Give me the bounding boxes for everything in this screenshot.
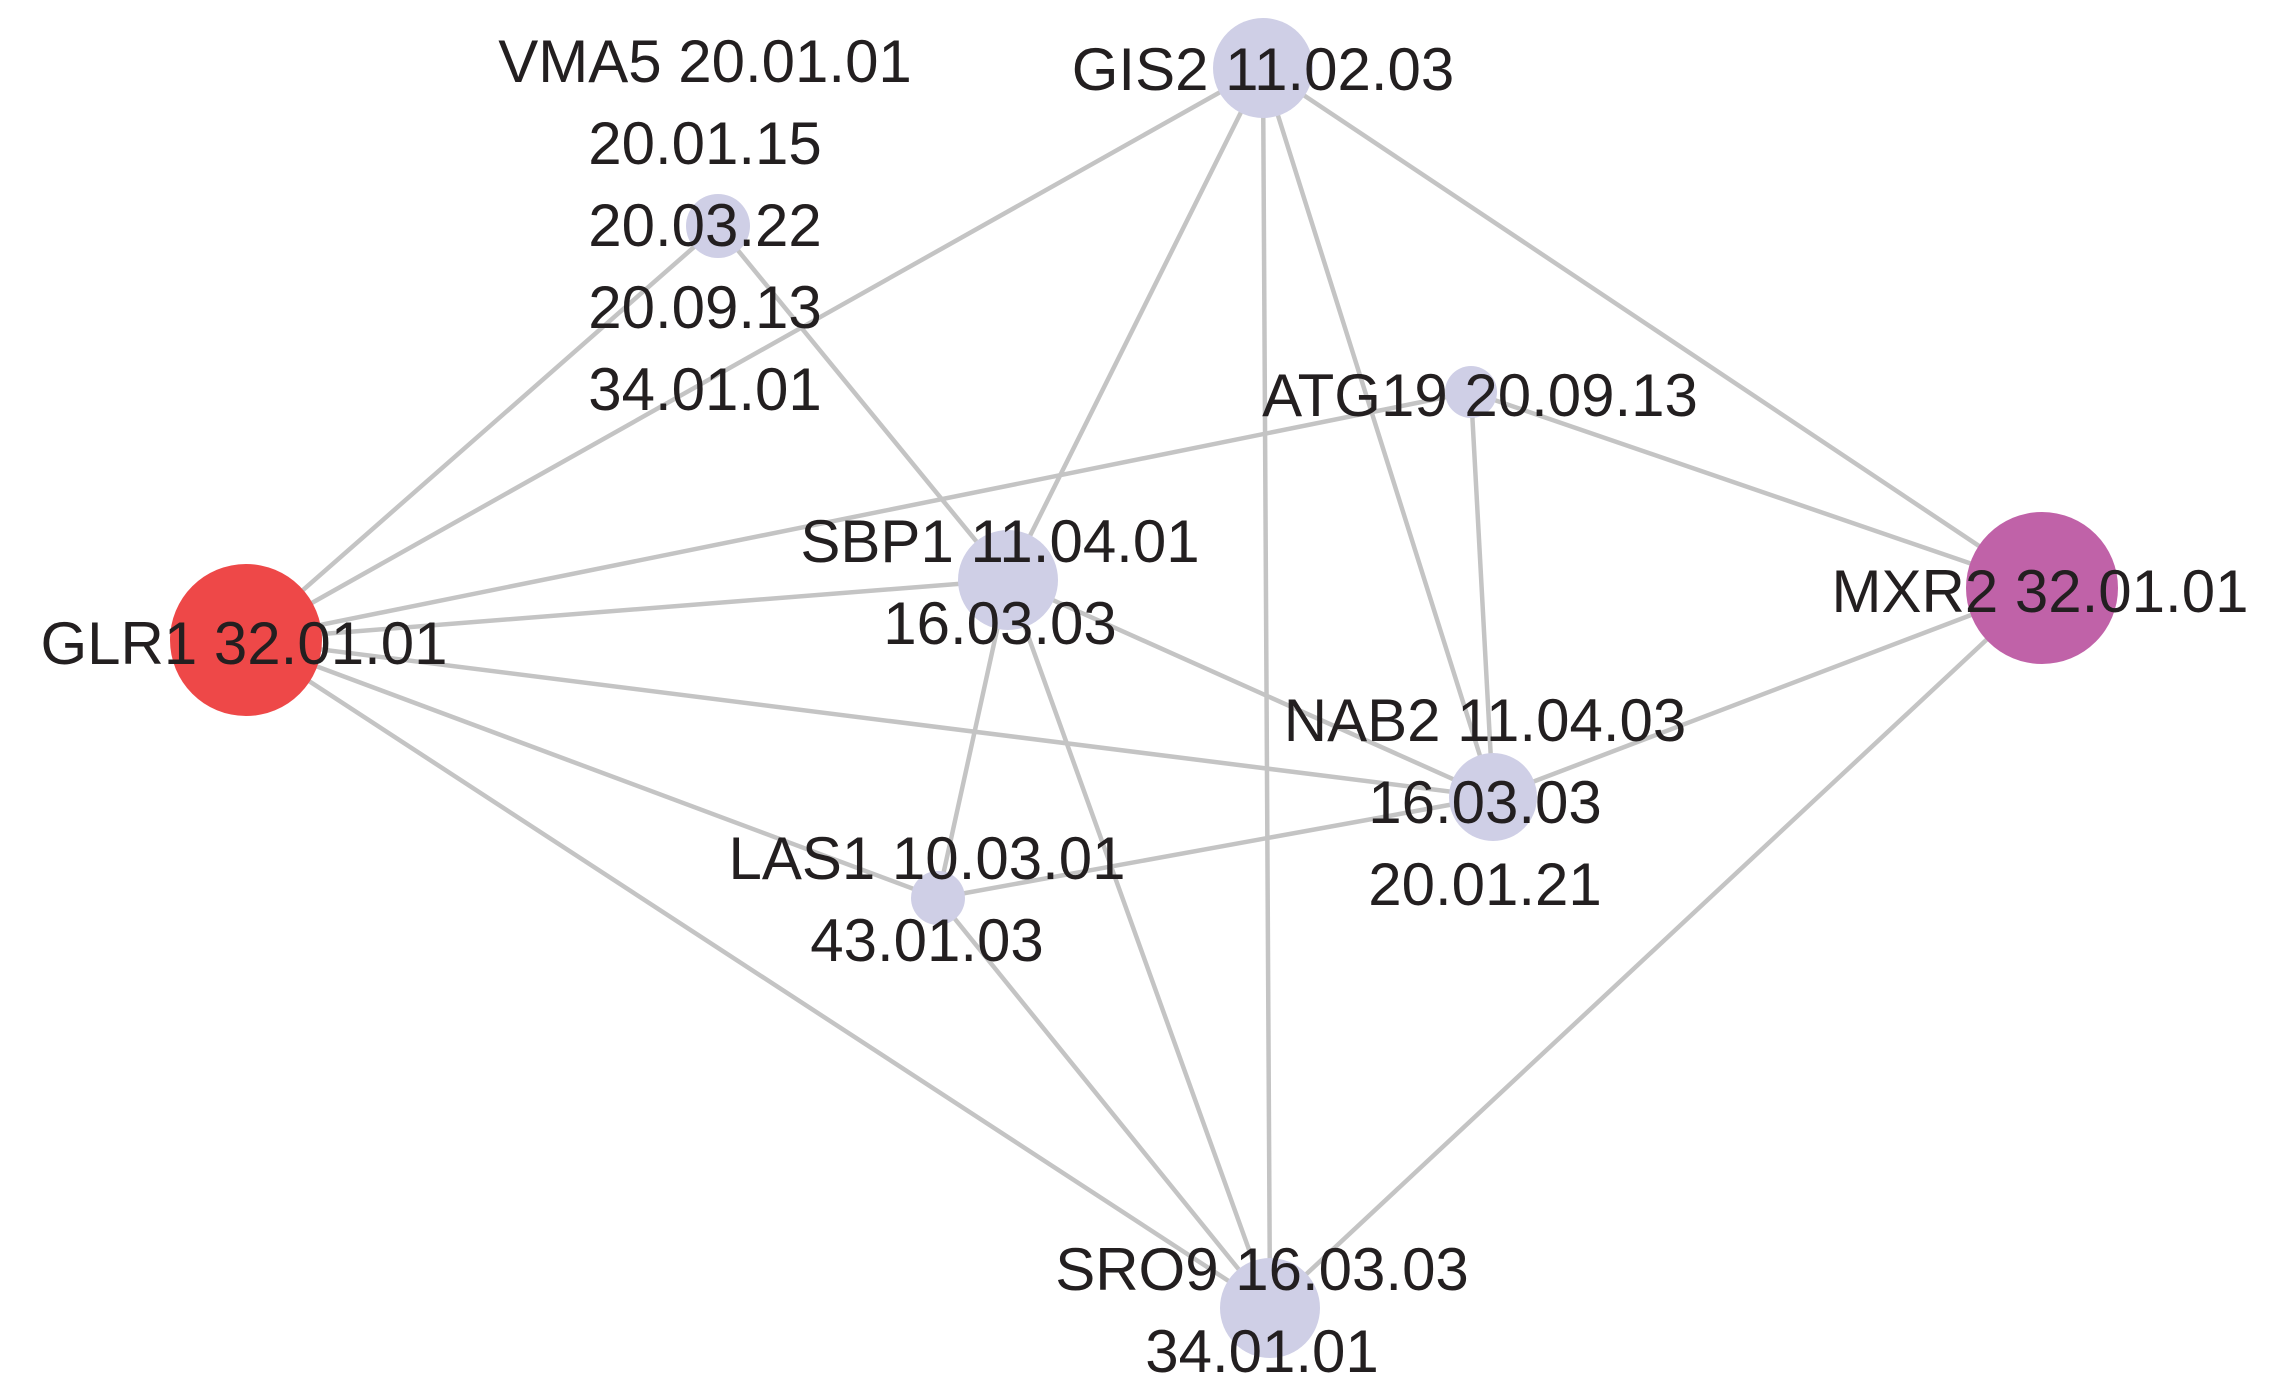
node-label-vma5: VMA5 20.01.01 20.01.15 20.03.22 20.09.13 34.… [498,28,912,423]
node-label-sro9: SRO9 16.03.03 34.01.01 [1055,1236,1469,1385]
node-label-line: 16.03.03 [1368,769,1602,836]
edge-glr1-sbp1 [243,577,1011,643]
node-nab2 [1449,753,1537,841]
edges-layer [243,65,2045,1311]
node-atg19 [1445,366,1497,418]
node-label-gis2: GIS2 11.02.03 [1072,36,1455,103]
edge-glr1-gis2 [243,65,1266,643]
node-sro9 [1220,1258,1320,1358]
edge-glr1-vma5 [243,223,721,643]
nodes-layer [170,18,2118,1358]
edge-gis2-sbp1 [1005,65,1266,583]
node-label-mxr2: MXR2 32.01.01 [1832,558,2249,625]
edge-gis2-sro9 [1260,65,1273,1311]
node-label-sbp1: SBP1 11.04.01 16.03.03 [800,508,1199,657]
node-label-line: VMA5 20.01.01 [498,28,912,95]
edge-vma5-sbp1 [715,223,1011,583]
edge-mxr2-sro9 [1267,585,2045,1311]
node-label-line: GLR1 32.01.01 [41,610,448,677]
node-sbp1 [958,530,1058,630]
edge-sbp1-las1 [935,577,1011,901]
node-label-line: ATG19 20.09.13 [1262,362,1698,429]
labels-layer: VMA5 20.01.01 20.01.15 20.03.22 20.09.13 34.… [41,28,2249,1385]
edge-gis2-mxr2 [1260,65,2045,591]
edge-las1-sro9 [935,895,1273,1311]
node-label-line: 43.01.03 [810,907,1044,974]
node-label-line: 34.01.01 [1145,1318,1379,1385]
node-label-line: 20.09.13 [588,274,822,341]
edge-nab2-las1 [935,794,1496,901]
node-label-line: GIS2 11.02.03 [1072,36,1455,103]
node-label-line: SRO9 16.03.03 [1055,1236,1469,1303]
edge-glr1-nab2 [243,637,1496,800]
node-label-line: MXR2 32.01.01 [1832,558,2249,625]
edge-atg19-mxr2 [1468,389,2045,591]
edge-nab2-mxr2 [1490,585,2045,800]
node-label-glr1: GLR1 32.01.01 [41,610,448,677]
node-label-line: 20.01.15 [588,110,822,177]
node-label-line: 34.01.01 [588,356,822,423]
edge-glr1-las1 [243,637,941,901]
node-mxr2 [1966,512,2118,664]
node-gis2 [1213,18,1313,118]
node-label-line: NAB2 11.04.03 [1284,687,1687,754]
edge-sbp1-sro9 [1005,577,1273,1311]
node-label-atg19: ATG19 20.09.13 [1262,362,1698,429]
edge-atg19-nab2 [1468,389,1496,800]
node-label-line: 16.03.03 [883,590,1117,657]
node-label-line: SBP1 11.04.01 [800,508,1199,575]
node-las1 [911,871,965,925]
edge-sbp1-nab2 [1005,577,1496,800]
node-label-line: LAS1 10.03.01 [728,825,1125,892]
node-label-line: 20.01.21 [1368,851,1602,918]
node-label-nab2: NAB2 11.04.03 16.03.03 20.01.21 [1284,687,1687,918]
node-glr1 [170,564,322,716]
node-vma5 [686,194,750,258]
node-label-las1: LAS1 10.03.01 43.01.03 [728,825,1125,974]
edge-gis2-nab2 [1260,65,1496,800]
node-label-line: 20.03.22 [588,192,822,259]
edge-glr1-sro9 [243,637,1273,1311]
